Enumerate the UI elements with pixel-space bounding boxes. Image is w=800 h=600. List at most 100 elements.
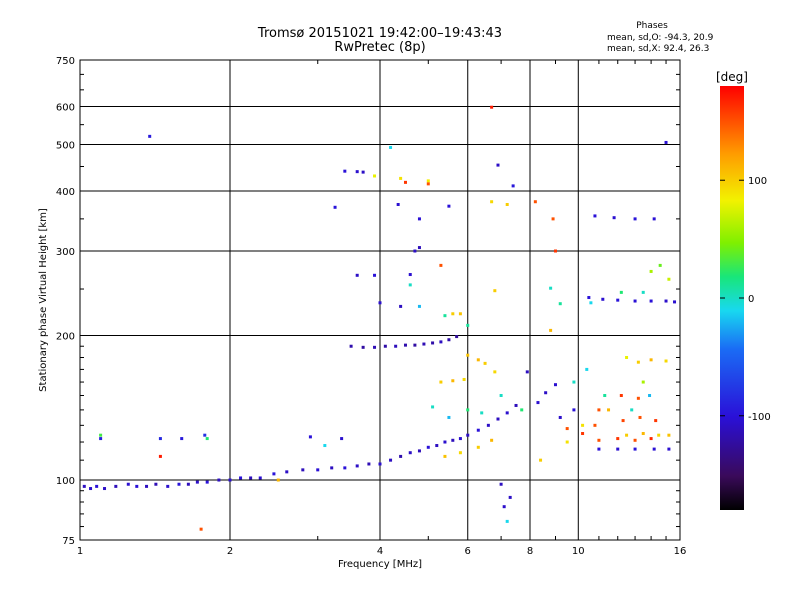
data-point [490,105,494,109]
x-tick-label: 1 [77,546,83,557]
data-point [616,437,620,441]
data-point [228,478,232,482]
colorbar-tick-label: 100 [748,176,767,187]
data-point [451,312,455,316]
data-point [217,478,221,482]
data-point [483,361,487,365]
data-point [549,286,553,290]
grid-lines [80,60,680,540]
data-point [333,205,337,209]
data-point [443,314,447,318]
data-point [417,304,421,308]
x-tick-label: 16 [674,546,687,557]
data-point [607,408,611,412]
data-point [633,217,637,221]
data-point [630,408,634,412]
data-point [505,202,509,206]
data-point [633,299,637,303]
data-point [355,273,359,277]
data-point [272,472,276,476]
data-point [558,302,562,306]
data-point [466,433,470,437]
data-point [658,263,662,267]
data-point [199,527,203,531]
x-tick-label: 4 [377,546,383,557]
data-point [361,345,365,349]
colorbar-tick-label: 0 [748,294,754,305]
plot-frame [79,59,681,541]
data-point [426,179,430,183]
x-tick-label: 10 [572,546,585,557]
data-point [490,438,494,442]
data-point [426,445,430,449]
data-point [258,476,262,480]
data-point [667,433,671,437]
data-point [413,249,417,253]
x-tick-label: 2 [227,546,233,557]
data-point [458,451,462,455]
data-point [417,246,421,250]
data-point [408,273,412,277]
data-point [95,484,99,488]
data-point [664,299,668,303]
data-point [451,379,455,383]
data-point [476,358,480,362]
data-point [383,344,387,348]
data-point [458,312,462,316]
data-point [553,383,557,387]
data-point [89,487,93,491]
x-axis-label: Frequency [MHz] [338,559,422,570]
data-point [633,438,637,442]
data-point [585,367,589,371]
data-point [443,440,447,444]
data-point [587,296,591,300]
data-point [361,170,365,174]
data-point [565,427,569,431]
data-point [431,405,435,409]
data-point [572,380,576,384]
data-point [633,447,637,451]
y-tick-label: 200 [56,332,75,343]
data-point [389,458,393,462]
data-point [399,176,403,180]
data-point [520,408,524,412]
data-point [343,169,347,173]
x-axis-ticks: 1 2 4 6 8 10 16 [77,60,687,557]
data-point [394,344,398,348]
data-point [664,359,668,363]
data-point [603,394,607,398]
data-point [636,396,640,400]
data-point [447,338,451,342]
data-point [466,323,470,327]
data-point [558,415,562,419]
data-point [308,435,312,439]
data-point [145,484,149,488]
data-point [476,445,480,449]
data-point [186,482,190,486]
data-point [158,437,162,441]
data-point [499,394,503,398]
data-point [636,360,640,364]
data-point [593,423,597,427]
data-point [205,480,209,484]
data-point [396,202,400,206]
phases-o-stats: mean, sd,O: -94.3, 20.9 [607,33,714,43]
data-point [399,304,403,308]
data-point [493,289,497,293]
data-point [466,408,470,412]
x-tick-label: 6 [465,546,471,557]
data-point [616,298,620,302]
data-point [549,328,553,332]
data-point [378,301,382,305]
data-point [476,428,480,432]
data-point [343,466,347,470]
data-point [466,353,470,357]
data-point [166,484,170,488]
data-point [439,263,443,267]
data-point [652,217,656,221]
data-point [158,454,162,458]
data-point [499,482,503,486]
data-point [435,444,439,448]
data-point [612,216,616,220]
